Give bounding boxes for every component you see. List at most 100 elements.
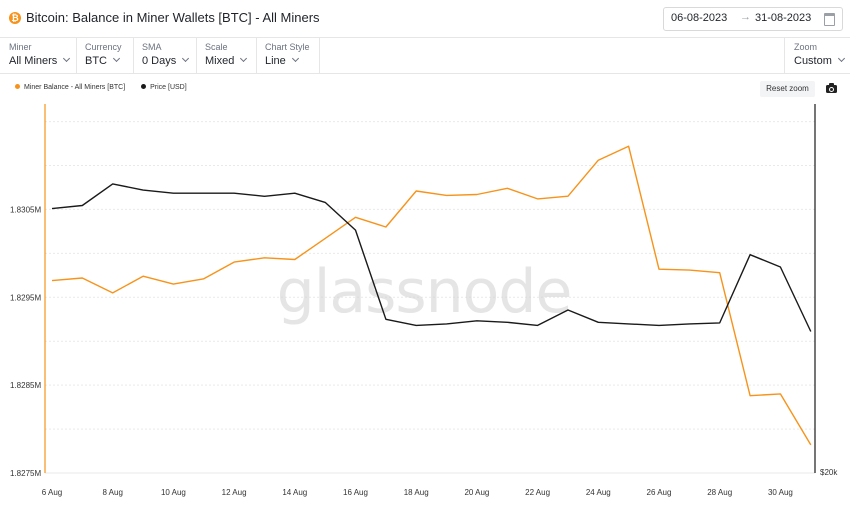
miner-balance-point	[384, 225, 387, 228]
miner-balance-point	[475, 193, 478, 196]
price-point	[263, 195, 266, 198]
miner-balance-point	[202, 277, 205, 280]
miner-balance-point	[506, 187, 509, 190]
miner-balance-point	[263, 256, 266, 259]
date-end-input[interactable]: 31-08-2023	[755, 12, 812, 24]
header: ₿ Bitcoin: Balance in Miner Wallets [BTC…	[0, 0, 850, 38]
price-point	[172, 192, 175, 195]
miner-balance-line	[51, 145, 812, 446]
miner-balance-point	[293, 258, 296, 261]
x-tick-label: 12 Aug	[222, 488, 247, 497]
calendar-icon[interactable]	[824, 13, 835, 26]
price-point	[627, 322, 630, 325]
zoom-value[interactable]: Custom	[794, 54, 845, 67]
chart-style-label: Chart Style	[265, 42, 310, 52]
chevron-down-icon	[112, 54, 121, 63]
legend-item-price[interactable]: Price [USD]	[141, 84, 187, 91]
miner-balance-point	[597, 159, 600, 162]
reset-zoom-button[interactable]: Reset zoom	[760, 81, 815, 97]
x-tick-label: 28 Aug	[707, 488, 732, 497]
price-point	[566, 308, 569, 311]
price-line	[51, 183, 812, 332]
miner-balance-point	[718, 271, 721, 274]
chart-grid	[45, 121, 815, 474]
miner-balance-point	[324, 237, 327, 240]
miner-balance-point	[657, 268, 660, 271]
price-point	[536, 324, 539, 327]
price-point	[688, 322, 691, 325]
miner-balance-point	[627, 145, 630, 148]
miner-value[interactable]: All Miners	[9, 54, 71, 67]
price-point	[748, 253, 751, 256]
x-tick-label: 24 Aug	[586, 488, 611, 497]
price-point	[81, 204, 84, 207]
price-point	[111, 182, 114, 185]
price-point	[384, 318, 387, 321]
chart-area[interactable]: glassnode 1.8275M 1.8285M 1.8295M 1.8305M $2…	[0, 98, 850, 508]
miner-balance-point	[688, 268, 691, 271]
x-tick-label: 10 Aug	[161, 488, 186, 497]
miner-balance-point	[111, 291, 114, 294]
price-point	[50, 207, 53, 210]
bitcoin-icon: ₿	[9, 12, 21, 24]
chevron-down-icon	[240, 54, 248, 63]
price-point	[233, 192, 236, 195]
miner-select[interactable]: Miner All Miners	[0, 38, 77, 73]
x-tick-label: 30 Aug	[768, 488, 793, 497]
miner-balance-point	[141, 275, 144, 278]
x-tick-label: 26 Aug	[647, 488, 672, 497]
x-tick-label: 18 Aug	[404, 488, 429, 497]
miner-balance-point	[172, 283, 175, 286]
zoom-select[interactable]: Zoom Custom	[784, 38, 850, 73]
scale-select[interactable]: Scale Mixed	[196, 38, 257, 73]
date-start-input[interactable]: 06-08-2023	[671, 12, 728, 24]
date-arrow-icon: →	[740, 11, 751, 23]
miner-balance-point	[233, 261, 236, 264]
legend-label: Miner Balance - All Miners [BTC]	[24, 84, 126, 91]
chart-controls: Miner All Miners Currency BTC SMA 0 Days…	[0, 38, 850, 74]
miner-balance-point	[354, 216, 357, 219]
y-right-tick-label: $20k	[820, 468, 838, 477]
date-range-picker[interactable]: 06-08-2023 → 31-08-2023	[663, 7, 843, 31]
chart-style-value[interactable]: Line	[265, 54, 299, 67]
price-point	[597, 321, 600, 324]
miner-balance-point	[779, 392, 782, 395]
x-tick-label: 8 Aug	[102, 488, 122, 497]
y-tick-label: 1.8305M	[10, 205, 41, 214]
miner-balance-point	[536, 197, 539, 200]
chart-labels: 1.8275M 1.8285M 1.8295M 1.8305M $20k 6 Aug 8 A…	[10, 205, 838, 497]
legend-item-miner-balance[interactable]: Miner Balance - All Miners [BTC]	[15, 84, 125, 91]
chart-series	[50, 145, 812, 446]
camera-icon[interactable]	[826, 83, 837, 93]
price-point	[415, 324, 418, 327]
price-point	[324, 201, 327, 204]
price-point	[809, 330, 812, 333]
zoom-label: Zoom	[794, 42, 818, 52]
price-point	[779, 265, 782, 268]
chevron-down-icon	[63, 54, 71, 63]
chevron-down-icon	[182, 54, 190, 63]
currency-value[interactable]: BTC	[85, 54, 121, 67]
chevron-down-icon	[837, 54, 845, 63]
chevron-down-icon	[291, 54, 299, 63]
miner-balance-point	[748, 394, 751, 397]
x-tick-label: 14 Aug	[282, 488, 307, 497]
sma-select[interactable]: SMA 0 Days	[133, 38, 197, 73]
miner-label: Miner	[9, 42, 32, 52]
sma-value[interactable]: 0 Days	[142, 54, 190, 67]
x-tick-label: 16 Aug	[343, 488, 368, 497]
chart-legend: Miner Balance - All Miners [BTC] Price […	[15, 84, 201, 91]
watermark: glassnode	[277, 257, 572, 327]
miner-balance-point	[445, 194, 448, 197]
chart-style-select[interactable]: Chart Style Line	[256, 38, 320, 73]
miner-balance-point	[50, 279, 53, 282]
x-tick-label: 20 Aug	[464, 488, 489, 497]
y-tick-label: 1.8285M	[10, 381, 41, 390]
miner-balance-point	[566, 195, 569, 198]
page-title: Bitcoin: Balance in Miner Wallets [BTC] …	[26, 10, 320, 25]
sma-label: SMA	[142, 42, 162, 52]
price-point	[293, 192, 296, 195]
currency-select[interactable]: Currency BTC	[76, 38, 134, 73]
legend-dot	[15, 84, 20, 89]
scale-value[interactable]: Mixed	[205, 54, 248, 67]
